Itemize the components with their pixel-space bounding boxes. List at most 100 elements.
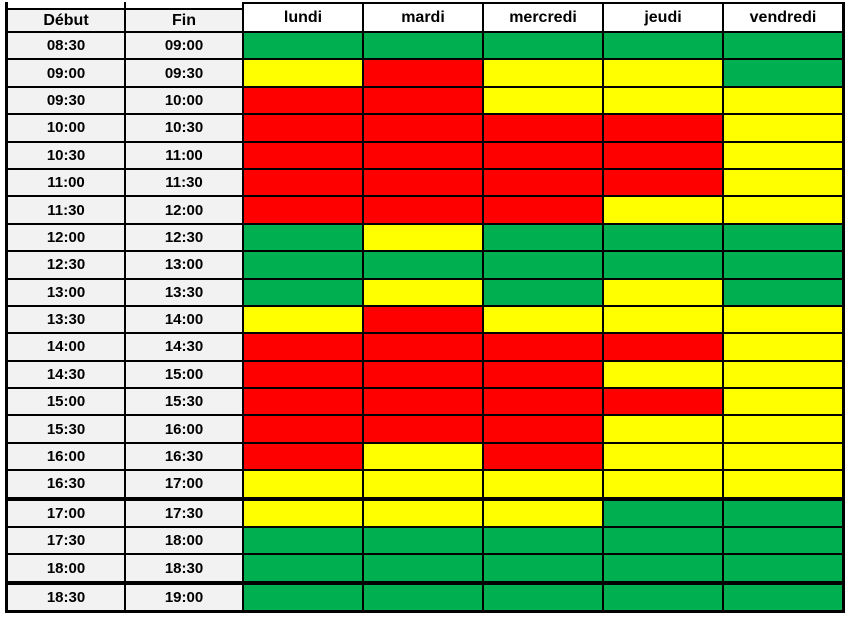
availability-cell-vendredi-08:30[interactable] (724, 33, 842, 59)
availability-cell-mercredi-17:30[interactable] (484, 528, 602, 554)
availability-cell-mercredi-14:30[interactable] (484, 361, 602, 388)
availability-cell-lundi-09:30[interactable] (244, 87, 362, 114)
availability-cell-vendredi-12:30[interactable] (724, 252, 842, 278)
availability-cell-mardi-10:00[interactable] (364, 115, 482, 141)
availability-cell-mercredi-16:30[interactable] (484, 471, 602, 497)
availability-cell-mardi-17:00[interactable] (364, 500, 482, 527)
availability-cell-lundi-16:00[interactable] (244, 443, 362, 470)
availability-cell-jeudi-10:30[interactable] (604, 142, 722, 168)
availability-cell-lundi-12:00[interactable] (244, 224, 362, 251)
availability-cell-lundi-14:30[interactable] (244, 361, 362, 388)
availability-cell-jeudi-16:00[interactable] (604, 443, 722, 470)
availability-cell-jeudi-12:00[interactable] (604, 224, 722, 251)
availability-cell-mardi-15:30[interactable] (364, 416, 482, 442)
availability-cell-mercredi-10:00[interactable] (484, 115, 602, 141)
availability-cell-mardi-11:00[interactable] (364, 169, 482, 196)
availability-cell-vendredi-17:00[interactable] (724, 500, 842, 527)
availability-cell-lundi-15:30[interactable] (244, 416, 362, 442)
availability-cell-lundi-10:00[interactable] (244, 115, 362, 141)
availability-cell-vendredi-17:30[interactable] (724, 528, 842, 554)
availability-cell-jeudi-17:00[interactable] (604, 500, 722, 527)
availability-cell-jeudi-15:30[interactable] (604, 416, 722, 442)
availability-cell-jeudi-08:30[interactable] (604, 33, 722, 59)
availability-cell-vendredi-09:30[interactable] (724, 87, 842, 114)
availability-cell-mardi-18:00[interactable] (364, 555, 482, 581)
availability-cell-vendredi-11:30[interactable] (724, 197, 842, 223)
availability-cell-mercredi-11:30[interactable] (484, 197, 602, 223)
availability-cell-jeudi-17:30[interactable] (604, 528, 722, 554)
availability-cell-jeudi-16:30[interactable] (604, 471, 722, 497)
availability-cell-mercredi-12:30[interactable] (484, 252, 602, 278)
availability-cell-lundi-18:00[interactable] (244, 555, 362, 581)
availability-cell-jeudi-14:00[interactable] (604, 334, 722, 360)
availability-cell-mercredi-15:00[interactable] (484, 389, 602, 415)
availability-cell-jeudi-15:00[interactable] (604, 389, 722, 415)
availability-cell-mardi-08:30[interactable] (364, 33, 482, 59)
availability-cell-jeudi-10:00[interactable] (604, 115, 722, 141)
availability-cell-mercredi-11:00[interactable] (484, 169, 602, 196)
availability-cell-mardi-09:30[interactable] (364, 87, 482, 114)
availability-cell-vendredi-16:30[interactable] (724, 471, 842, 497)
availability-cell-mardi-10:30[interactable] (364, 142, 482, 168)
availability-cell-mardi-15:00[interactable] (364, 389, 482, 415)
availability-cell-vendredi-18:30[interactable] (724, 584, 842, 611)
availability-cell-mardi-12:30[interactable] (364, 252, 482, 278)
availability-cell-mercredi-13:30[interactable] (484, 306, 602, 333)
availability-cell-mercredi-09:00[interactable] (484, 60, 602, 86)
availability-cell-lundi-14:00[interactable] (244, 334, 362, 360)
availability-cell-mercredi-17:00[interactable] (484, 500, 602, 527)
availability-cell-mercredi-13:00[interactable] (484, 279, 602, 305)
availability-cell-lundi-13:30[interactable] (244, 306, 362, 333)
availability-cell-mercredi-18:30[interactable] (484, 584, 602, 611)
availability-cell-lundi-08:30[interactable] (244, 33, 362, 59)
availability-cell-mercredi-10:30[interactable] (484, 142, 602, 168)
availability-cell-jeudi-09:00[interactable] (604, 60, 722, 86)
availability-cell-vendredi-10:00[interactable] (724, 115, 842, 141)
availability-cell-mardi-13:00[interactable] (364, 279, 482, 305)
availability-cell-mardi-17:30[interactable] (364, 528, 482, 554)
availability-cell-lundi-17:00[interactable] (244, 500, 362, 527)
availability-cell-lundi-09:00[interactable] (244, 60, 362, 86)
availability-cell-jeudi-12:30[interactable] (604, 252, 722, 278)
availability-cell-lundi-18:30[interactable] (244, 584, 362, 611)
availability-cell-vendredi-13:00[interactable] (724, 279, 842, 305)
availability-cell-mercredi-15:30[interactable] (484, 416, 602, 442)
availability-cell-lundi-13:00[interactable] (244, 279, 362, 305)
availability-cell-vendredi-16:00[interactable] (724, 443, 842, 470)
availability-cell-lundi-16:30[interactable] (244, 471, 362, 497)
availability-cell-jeudi-18:00[interactable] (604, 555, 722, 581)
availability-cell-vendredi-10:30[interactable] (724, 142, 842, 168)
availability-cell-mardi-09:00[interactable] (364, 60, 482, 86)
availability-cell-vendredi-13:30[interactable] (724, 306, 842, 333)
availability-cell-lundi-15:00[interactable] (244, 389, 362, 415)
availability-cell-mardi-16:30[interactable] (364, 471, 482, 497)
availability-cell-mercredi-12:00[interactable] (484, 224, 602, 251)
availability-cell-mardi-14:00[interactable] (364, 334, 482, 360)
availability-cell-vendredi-11:00[interactable] (724, 169, 842, 196)
availability-cell-vendredi-14:00[interactable] (724, 334, 842, 360)
availability-cell-lundi-12:30[interactable] (244, 252, 362, 278)
availability-cell-jeudi-18:30[interactable] (604, 584, 722, 611)
availability-cell-lundi-11:00[interactable] (244, 169, 362, 196)
availability-cell-vendredi-14:30[interactable] (724, 361, 842, 388)
availability-cell-mardi-11:30[interactable] (364, 197, 482, 223)
availability-cell-mercredi-14:00[interactable] (484, 334, 602, 360)
availability-cell-jeudi-11:00[interactable] (604, 169, 722, 196)
availability-cell-lundi-10:30[interactable] (244, 142, 362, 168)
availability-cell-lundi-17:30[interactable] (244, 528, 362, 554)
availability-cell-mercredi-08:30[interactable] (484, 33, 602, 59)
availability-cell-jeudi-11:30[interactable] (604, 197, 722, 223)
availability-cell-mercredi-09:30[interactable] (484, 87, 602, 114)
availability-cell-vendredi-12:00[interactable] (724, 224, 842, 251)
availability-cell-mardi-13:30[interactable] (364, 306, 482, 333)
availability-cell-vendredi-09:00[interactable] (724, 60, 842, 86)
availability-cell-jeudi-09:30[interactable] (604, 87, 722, 114)
availability-cell-vendredi-18:00[interactable] (724, 555, 842, 581)
availability-cell-jeudi-14:30[interactable] (604, 361, 722, 388)
availability-cell-mercredi-16:00[interactable] (484, 443, 602, 470)
availability-cell-jeudi-13:30[interactable] (604, 306, 722, 333)
availability-cell-mardi-18:30[interactable] (364, 584, 482, 611)
availability-cell-vendredi-15:30[interactable] (724, 416, 842, 442)
availability-cell-vendredi-15:00[interactable] (724, 389, 842, 415)
availability-cell-mercredi-18:00[interactable] (484, 555, 602, 581)
